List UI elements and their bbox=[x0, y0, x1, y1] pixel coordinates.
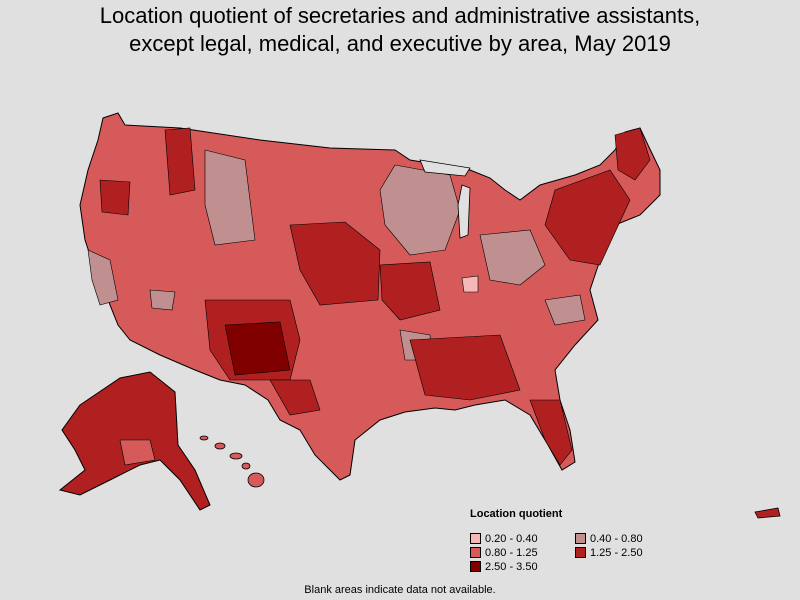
legend-label: 0.20 - 0.40 bbox=[485, 532, 538, 545]
oklahoma-missouri-high-region bbox=[379, 261, 441, 321]
great-plains-high-region bbox=[289, 221, 381, 306]
kentucky-lightest-region bbox=[461, 275, 479, 293]
map-title: Location quotient of secretaries and adm… bbox=[0, 2, 800, 58]
west-coast-low-region bbox=[87, 249, 119, 306]
lake-michigan bbox=[457, 184, 471, 239]
hawaii bbox=[199, 435, 265, 488]
legend-title: Location quotient bbox=[470, 508, 563, 520]
deep-south-high-region bbox=[409, 334, 521, 401]
carolina-low-region bbox=[544, 294, 586, 326]
puerto-rico bbox=[754, 507, 781, 519]
legend-swatch bbox=[470, 547, 481, 558]
ohio-valley-low-region bbox=[479, 229, 546, 286]
alaska-south-region bbox=[119, 439, 156, 466]
nevada-low-region bbox=[149, 289, 176, 311]
title-line-1: Location quotient of secretaries and adm… bbox=[99, 3, 701, 28]
new-mexico-highest-region bbox=[224, 321, 291, 376]
legend-item-0-20-0-40: 0.20 - 0.40 bbox=[470, 532, 575, 545]
legend-item-2-50-3-50: 2.50 - 3.50 bbox=[470, 560, 575, 573]
legend-label: 2.50 - 3.50 bbox=[485, 560, 538, 573]
idaho-high-region bbox=[164, 127, 196, 196]
legend-label: 1.25 - 2.50 bbox=[590, 546, 643, 559]
legend-label: 0.40 - 0.80 bbox=[590, 532, 643, 545]
legend-item-1-25-2-50: 1.25 - 2.50 bbox=[575, 546, 680, 559]
lake-superior bbox=[419, 159, 471, 177]
legend-item-0-80-1-25: 0.80 - 1.25 bbox=[470, 546, 575, 559]
legend-item-0-40-0-80: 0.40 - 0.80 bbox=[575, 532, 680, 545]
northeast-high-region bbox=[544, 169, 631, 266]
legend-swatch bbox=[575, 547, 586, 558]
upper-midwest-low-region bbox=[379, 164, 461, 256]
oregon-high-region bbox=[99, 179, 131, 216]
footnote: Blank areas indicate data not available. bbox=[304, 584, 496, 596]
title-line-2: except legal, medical, and executive by … bbox=[129, 31, 671, 56]
legend-swatch bbox=[470, 533, 481, 544]
florida-high-region bbox=[529, 399, 573, 466]
legend-swatch bbox=[470, 561, 481, 572]
maine-high-region bbox=[614, 127, 651, 181]
legend-grid: 0.20 - 0.40 0.40 - 0.80 0.80 - 1.25 1.25… bbox=[470, 532, 720, 573]
legend-swatch bbox=[575, 533, 586, 544]
texas-high-region bbox=[269, 379, 321, 416]
legend-label: 0.80 - 1.25 bbox=[485, 546, 538, 559]
montana-wyoming-low-region bbox=[204, 149, 256, 246]
legend: Location quotient 0.20 - 0.40 0.40 - 0.8… bbox=[470, 508, 720, 573]
